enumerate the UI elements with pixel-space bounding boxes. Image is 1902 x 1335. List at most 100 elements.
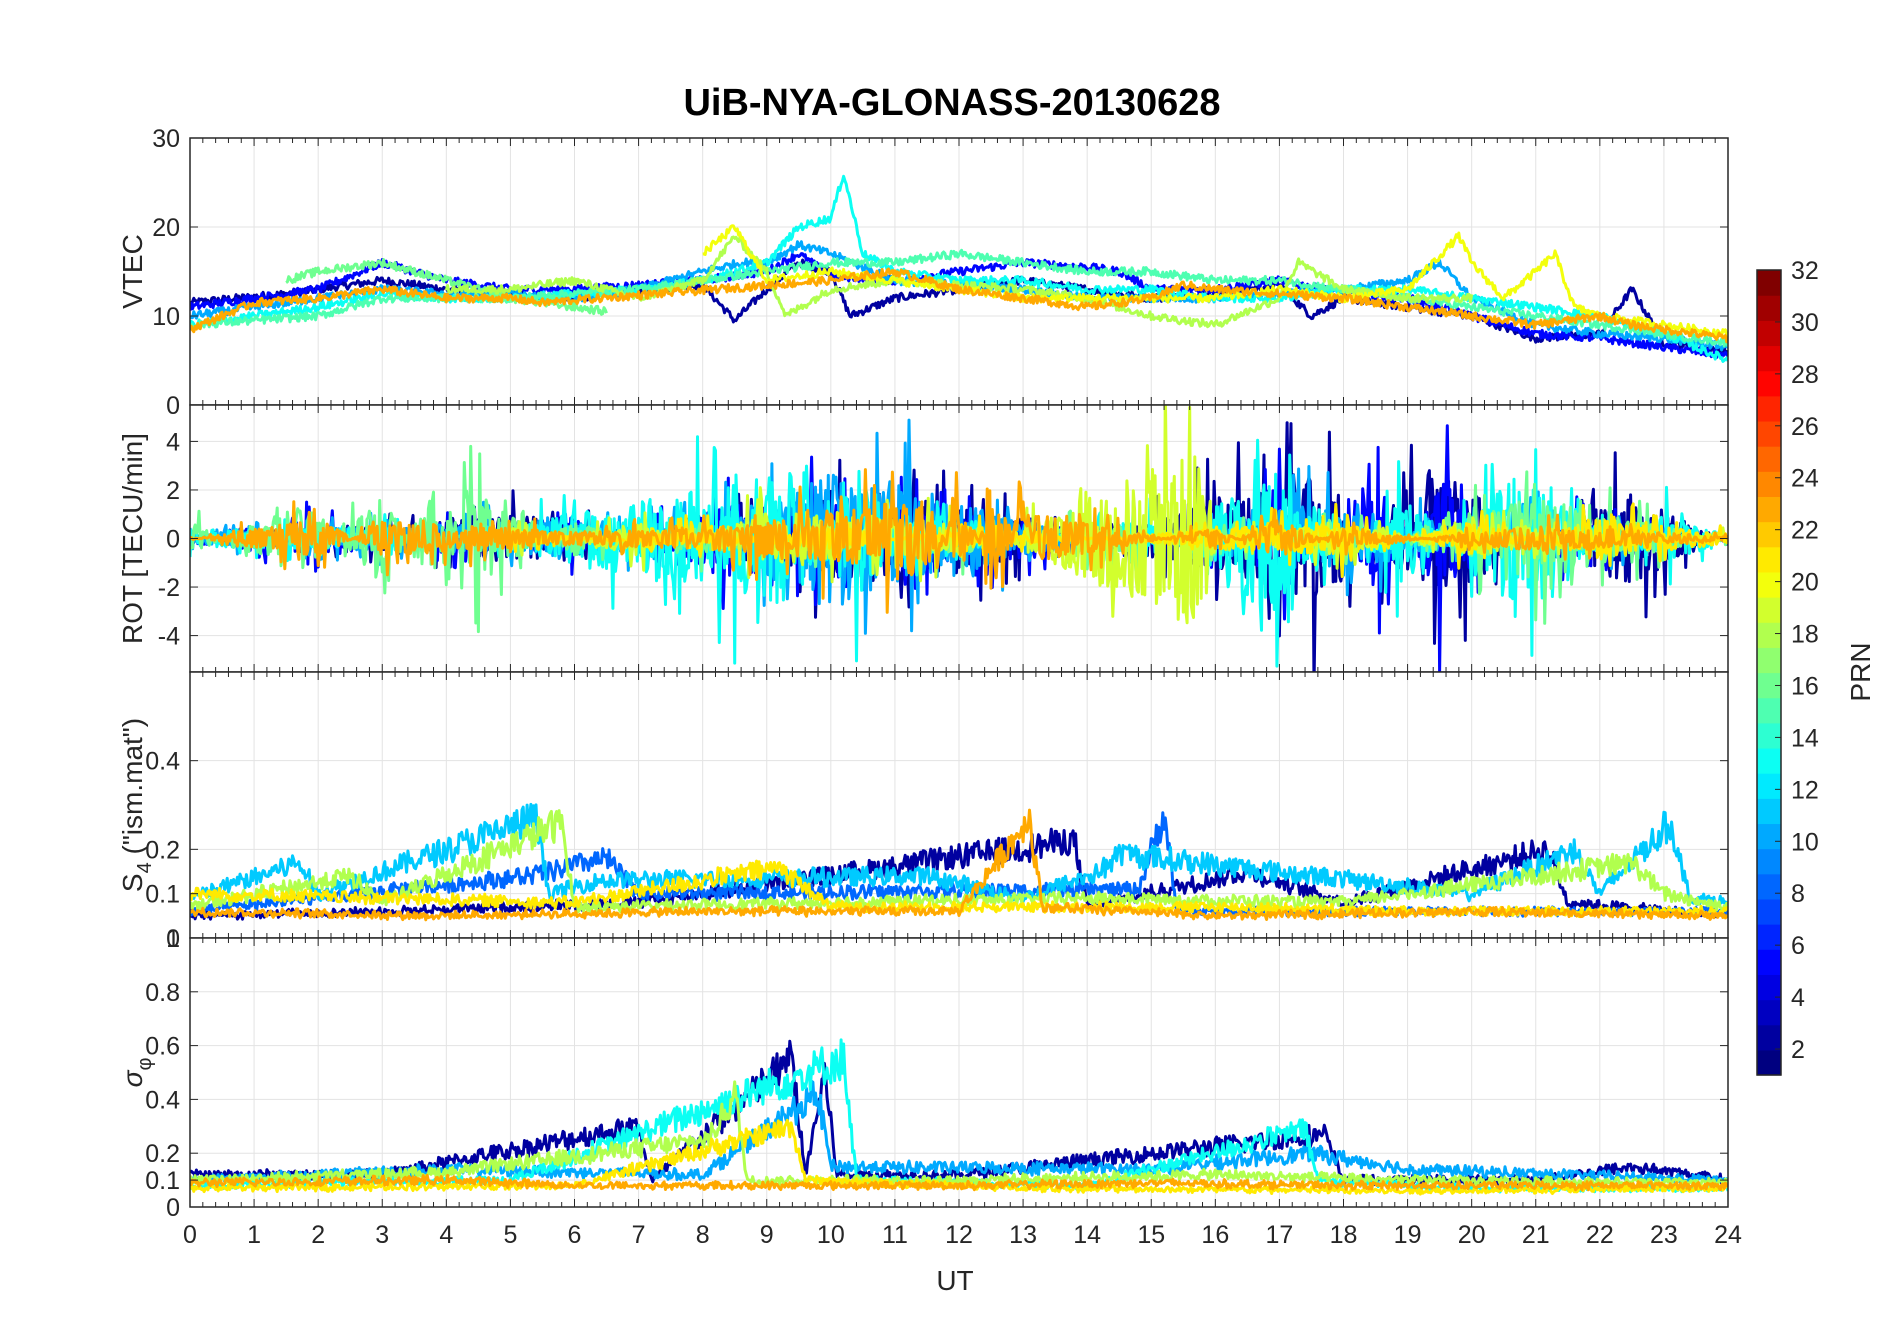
x-tick-label: 24 (1714, 1221, 1742, 1249)
x-tick-label: 6 (568, 1221, 582, 1249)
x-tick-label: 0 (183, 1221, 197, 1249)
colorbar-tick-label: 20 (1791, 569, 1819, 597)
colorbar-segment (1757, 999, 1781, 1026)
series-group-s4 (190, 802, 1728, 922)
x-axis-label: UT (936, 1265, 973, 1296)
panel-rot: -4 -2 0 2 4 ROT [TECU/min] (117, 404, 1729, 673)
colorbar-segment (1757, 546, 1781, 573)
x-tick-label: 2 (311, 1221, 325, 1249)
x-tick-label: 12 (945, 1221, 973, 1249)
x-tick-label: 22 (1586, 1221, 1614, 1249)
x-tick-label: 4 (439, 1221, 453, 1249)
colorbar-segment (1757, 345, 1781, 372)
y-tick-label: 1 (166, 925, 180, 953)
x-tick-label: 8 (696, 1221, 710, 1249)
y-axis-label-vtec: VTEC (117, 234, 148, 309)
y-axis-label-sigma_phi: σφ (117, 1058, 156, 1088)
colorbar-segment (1757, 597, 1781, 623)
x-tick-label: 15 (1137, 1221, 1165, 1249)
x-tick-label: 23 (1650, 1221, 1678, 1249)
y-axis-label-rot: ROT [TECU/min] (117, 433, 148, 644)
y-tick-label: 0.2 (145, 836, 180, 864)
colorbar-tick-label: 30 (1791, 309, 1819, 337)
series-line-prn-23 (190, 1173, 1728, 1192)
x-tick-label: 10 (817, 1221, 845, 1249)
x-tick-label: 9 (760, 1221, 774, 1249)
colorbar-segment (1757, 446, 1781, 472)
colorbar-frame (1756, 269, 1782, 1076)
colorbar-tick-label: 12 (1791, 776, 1819, 804)
y-tick-label: 30 (152, 125, 180, 153)
colorbar-segment (1757, 622, 1781, 648)
colorbar-segment (1757, 420, 1781, 447)
colorbar-segment (1757, 697, 1781, 724)
x-tick-label: 17 (1266, 1221, 1294, 1249)
colorbar-segment (1757, 320, 1781, 347)
series-group-vtec (190, 174, 1728, 363)
x-tick-label: 5 (503, 1221, 517, 1249)
x-tick-label: 21 (1522, 1221, 1550, 1249)
y-tick-label: 2 (166, 477, 180, 505)
y-tick-label: 0 (166, 526, 180, 554)
y-tick-label: -4 (158, 623, 180, 651)
y-tick-label: 0.2 (145, 1140, 180, 1168)
colorbar-tick-label: 4 (1791, 984, 1805, 1012)
x-tick-label: 14 (1073, 1221, 1101, 1249)
y-tick-label: 0.6 (145, 1033, 180, 1061)
panel-s4: 0 0.1 0.2 0.4S4 ("ism.mat") (117, 671, 1729, 953)
colorbar-segment (1757, 395, 1781, 422)
y-tick-label: 0 (166, 925, 180, 953)
colorbar-segment (1757, 848, 1781, 875)
y-tick-label: -2 (158, 574, 180, 602)
y-tick-label: 0.1 (145, 1167, 180, 1195)
colorbar-tick-label: 14 (1791, 724, 1819, 752)
x-tick-label: 1 (247, 1221, 261, 1249)
y-axis-label-s4: S4 ("ism.mat") (117, 718, 156, 892)
colorbar-tick-label: 6 (1791, 932, 1805, 960)
colorbar-segment (1757, 949, 1781, 975)
panel-vtec: 0 10 20 30 VTEC (117, 125, 1729, 420)
chart-title: UiB-NYA-GLONASS-20130628 (683, 82, 1220, 124)
colorbar-tick-label: 26 (1791, 413, 1819, 441)
colorbar-tick-label: 28 (1791, 361, 1819, 389)
series-group-rot (190, 405, 1728, 672)
colorbar-segment (1757, 521, 1781, 548)
colorbar-tick-label: 16 (1791, 672, 1819, 700)
colorbar-segment (1757, 873, 1781, 900)
y-tick-label: 0.4 (145, 1086, 180, 1114)
colorbar-segment (1757, 496, 1781, 523)
y-tick-label: 0 (166, 392, 180, 420)
y-tick-label: 0.8 (145, 979, 180, 1007)
y-tick-label: 20 (152, 214, 180, 242)
colorbar-segment (1757, 924, 1781, 950)
colorbar-segment (1757, 823, 1781, 850)
series-line-prn-11 (190, 802, 1728, 909)
series-group-sigma_phi (190, 1038, 1728, 1196)
colorbar-tick-label: 2 (1791, 1036, 1805, 1064)
colorbar-segment (1757, 647, 1781, 674)
colorbar-segment (1757, 1049, 1781, 1076)
y-tick-label: 4 (166, 428, 180, 456)
colorbar-segment (1757, 370, 1781, 397)
colorbar-tick-label: 18 (1791, 621, 1819, 649)
colorbar-segment (1757, 571, 1781, 598)
colorbar-tick-label: 8 (1791, 880, 1805, 908)
x-tick-label: 20 (1458, 1221, 1486, 1249)
colorbar-tick-label: 32 (1791, 257, 1819, 285)
series-line-prn-23 (190, 267, 1728, 344)
colorbar-segment (1757, 270, 1781, 296)
series-line-prn-23 (190, 468, 1728, 614)
y-tick-label: 0 (166, 1194, 180, 1222)
colorbar-segment (1757, 471, 1781, 498)
y-tick-label: 0.1 (145, 881, 180, 909)
series-line-prn-2 (190, 1039, 1728, 1187)
colorbar-segment (1757, 1024, 1781, 1051)
x-tick-label: 13 (1009, 1221, 1037, 1249)
colorbar-label: PRN (1845, 642, 1876, 701)
colorbar-tick-label: 24 (1791, 465, 1819, 493)
series-line-prn-18 (190, 809, 1728, 914)
x-tick-label: 16 (1201, 1221, 1229, 1249)
